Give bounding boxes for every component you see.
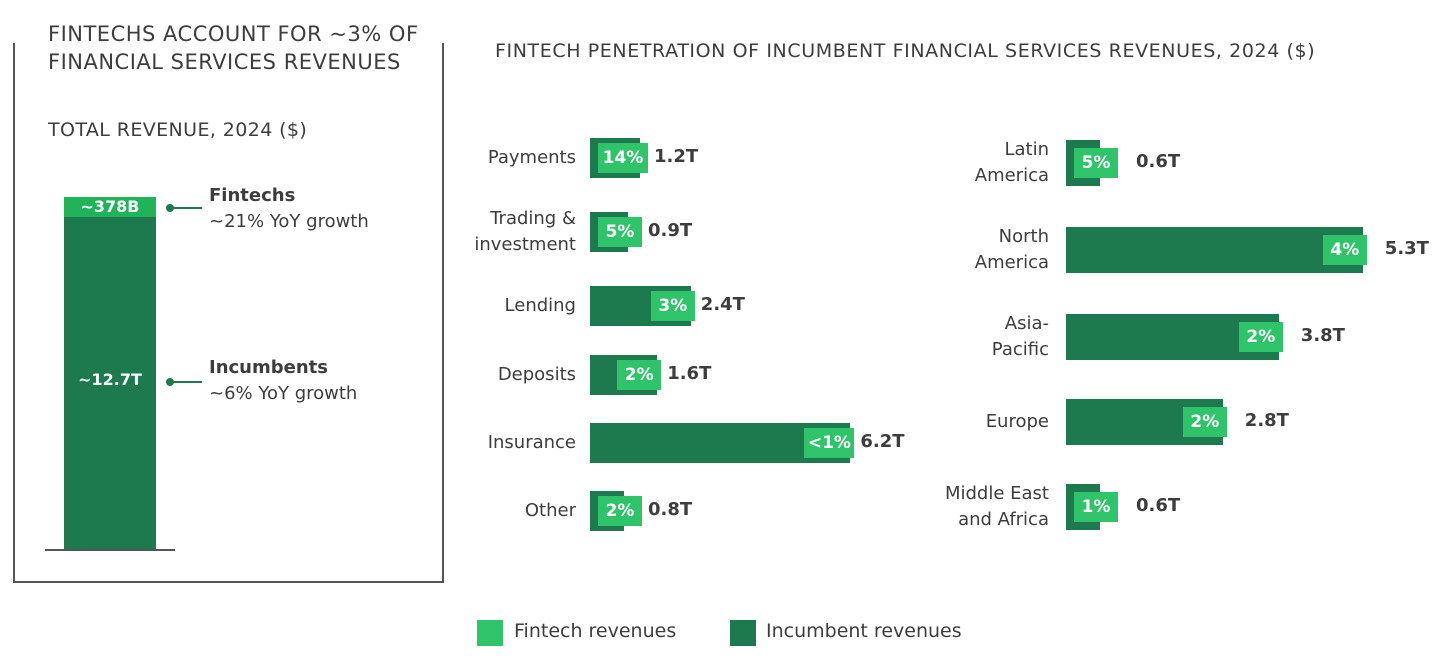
category-label: Payments (487, 147, 576, 168)
category-label: Other (524, 500, 576, 521)
category-label: Insurance (487, 432, 576, 453)
value-label: 0.9T (648, 220, 693, 241)
legend-incumbent-swatch (730, 620, 756, 646)
value-label: 2.8T (1244, 410, 1289, 431)
fintech-share-label: 2% (598, 496, 642, 526)
value-label: 0.6T (1136, 495, 1181, 516)
category-label: Deposits (497, 364, 576, 385)
fintech-share-label: 1% (1074, 492, 1118, 522)
fintech-share-label: 2% (1238, 322, 1283, 352)
incumbent-stack-label: ~12.7T (78, 370, 142, 389)
legend-fintech-label: Fintech revenues (514, 620, 677, 642)
baseline (45, 549, 175, 551)
value-label: 1.6T (667, 363, 712, 384)
fintech-share-label: 14% (598, 143, 648, 173)
category-label: Lending (504, 295, 576, 316)
fintech-share-label: <1% (804, 428, 855, 458)
fintech-share-label: 2% (617, 360, 662, 390)
fintech-stack-bar (64, 197, 156, 217)
left-panel-title: FINTECHS ACCOUNT FOR ~3% OF FINANCIAL SE… (46, 20, 430, 76)
left-panel-frame (13, 43, 444, 583)
legend-incumbent-label: Incumbent revenues (766, 620, 962, 642)
category-label: North America (974, 226, 1049, 273)
incumbent-bar (1066, 227, 1363, 273)
value-label: 0.8T (648, 499, 693, 520)
category-label: Middle East and Africa (944, 483, 1049, 530)
fintech-share-label: 5% (1074, 148, 1118, 178)
fintech-callout-subtitle: ~21% YoY growth (209, 211, 369, 232)
value-label: 5.3T (1384, 238, 1429, 259)
fintech-callout-dot (166, 204, 174, 212)
incumbent-callout-dot (166, 378, 174, 386)
value-label: 0.6T (1136, 151, 1181, 172)
category-label: Europe (985, 411, 1049, 432)
incumbent-callout-subtitle: ~6% YoY growth (209, 383, 358, 404)
category-label: Asia- Pacific (991, 313, 1049, 360)
fintech-share-label: 2% (1182, 407, 1227, 437)
value-label: 2.4T (700, 294, 745, 315)
fintech-callout-line (172, 207, 202, 209)
fintech-share-label: 4% (1322, 235, 1367, 265)
category-label: Trading & investment (474, 208, 576, 255)
incumbent-callout-title: Incumbents (209, 357, 328, 378)
fintech-stack-label: ~378B (80, 197, 140, 216)
chart-title: FINTECH PENETRATION OF INCUMBENT FINANCI… (495, 40, 1316, 62)
legend-fintech-swatch (477, 620, 503, 646)
fintech-callout-title: Fintechs (209, 185, 296, 206)
incumbent-stack-bar (64, 217, 156, 550)
left-panel-subtitle: TOTAL REVENUE, 2024 ($) (48, 119, 308, 141)
fintech-share-label: 5% (598, 217, 642, 247)
value-label: 6.2T (860, 431, 905, 452)
value-label: 1.2T (654, 146, 699, 167)
category-label: Latin America (974, 139, 1049, 186)
value-label: 3.8T (1300, 325, 1345, 346)
fintech-share-label: 3% (650, 291, 695, 321)
incumbent-callout-line (172, 381, 202, 383)
